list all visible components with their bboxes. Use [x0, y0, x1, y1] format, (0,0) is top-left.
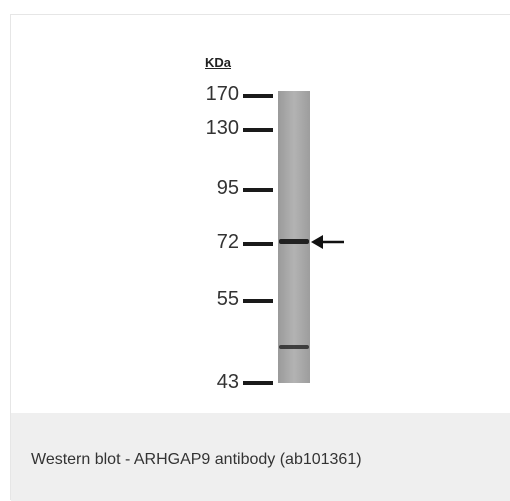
blot-graphic	[243, 91, 344, 385]
blot-lane	[278, 91, 310, 383]
figure-card: KDa 170 130 95 72 55 43	[10, 14, 510, 501]
marker-label-95: 95	[216, 177, 239, 199]
band-72kda	[279, 239, 309, 244]
marker-tick-43	[243, 381, 273, 385]
figure-caption: Western blot - ARHGAP9 antibody (ab10136…	[31, 451, 362, 468]
marker-label-72: 72	[216, 231, 239, 253]
caption-bar: Western blot - ARHGAP9 antibody (ab10136…	[11, 413, 510, 501]
marker-tick-170	[243, 94, 273, 98]
band-47kda	[279, 345, 309, 349]
marker-tick-72	[243, 242, 273, 246]
marker-label-55: 55	[216, 288, 239, 310]
marker-label-43: 43	[216, 371, 239, 393]
marker-label-130: 130	[205, 117, 239, 139]
marker-tick-130	[243, 128, 273, 132]
western-blot-figure: KDa 170 130 95 72 55 43	[11, 15, 510, 413]
marker-tick-55	[243, 299, 273, 303]
unit-label: KDa	[205, 55, 232, 70]
marker-label-170: 170	[205, 83, 239, 105]
arrow-icon	[311, 235, 344, 249]
marker-tick-95	[243, 188, 273, 192]
